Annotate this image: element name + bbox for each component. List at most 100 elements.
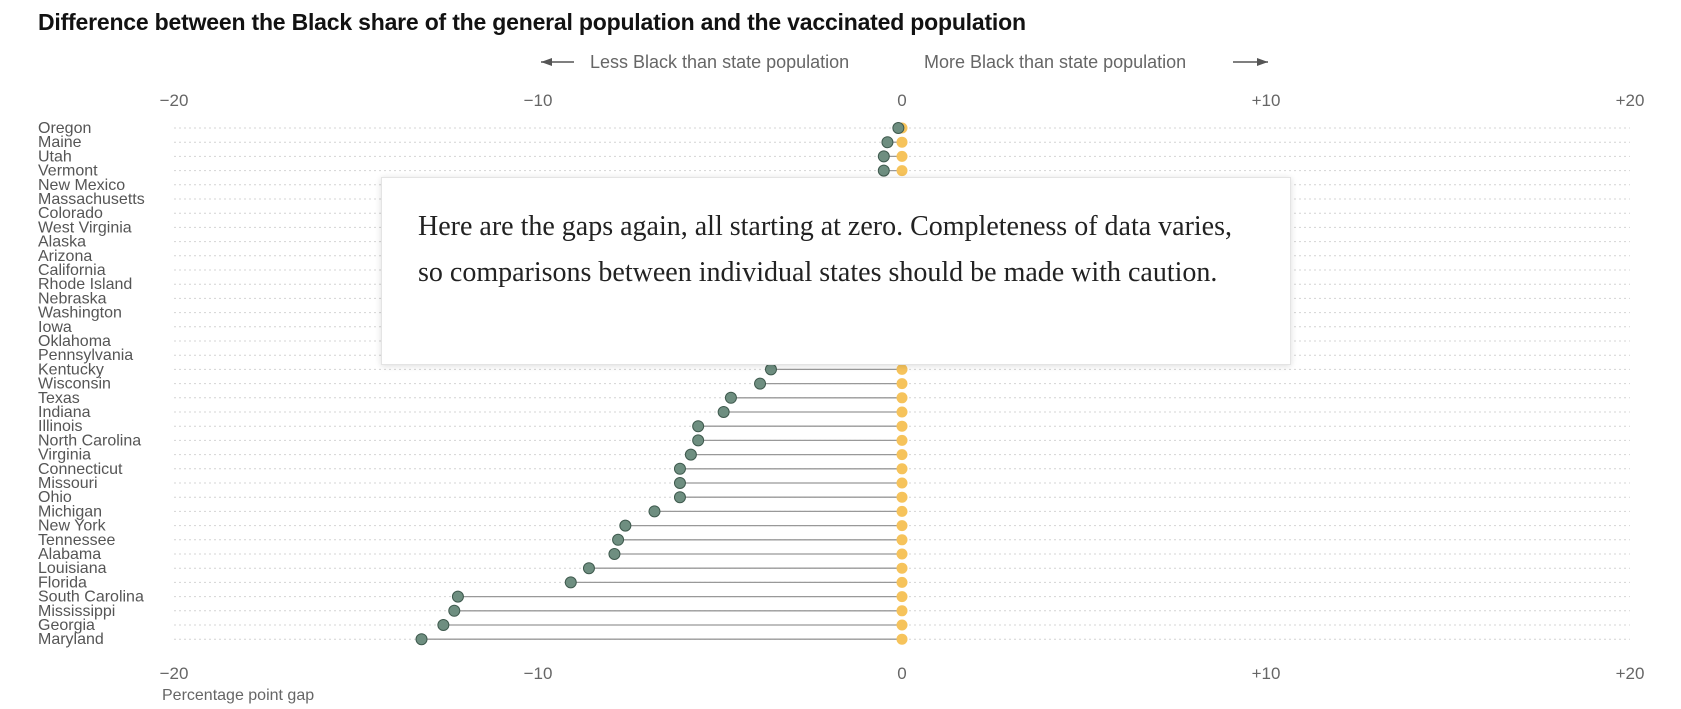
baseline-dot-maryland: [896, 633, 908, 645]
baseline-dot-illinois: [896, 420, 908, 432]
x-axis-title: Percentage point gap: [162, 687, 314, 704]
gap-dot-oregon: [892, 122, 905, 134]
state-label-maine: Maine: [38, 134, 82, 151]
gap-dot-missouri: [673, 477, 686, 489]
state-label-alaska: Alaska: [38, 234, 86, 251]
state-label-alabama: Alabama: [38, 546, 101, 563]
state-label-michigan: Michigan: [38, 503, 102, 520]
annotation-card: Here are the gaps again, all starting at…: [381, 177, 1291, 365]
state-label-indiana: Indiana: [38, 404, 91, 421]
tick-top-0: 0: [897, 91, 906, 110]
state-label-texas: Texas: [38, 390, 80, 407]
state-label-kentucky: Kentucky: [38, 361, 104, 378]
state-label-oregon: Oregon: [38, 120, 91, 137]
tick-top-minus-10: −10: [524, 91, 553, 110]
state-label-mississippi: Mississippi: [38, 603, 115, 620]
state-label-oklahoma: Oklahoma: [38, 333, 111, 350]
state-label-connecticut: Connecticut: [38, 461, 123, 478]
state-label-california: California: [38, 262, 106, 279]
state-label-colorado: Colorado: [38, 205, 103, 222]
state-label-pennsylvania: Pennsylvania: [38, 347, 133, 364]
baseline-dot-virginia: [896, 449, 908, 461]
baseline-dot-new-york: [896, 520, 908, 532]
state-label-illinois: Illinois: [38, 418, 82, 435]
baseline-dot-maine: [896, 136, 908, 148]
state-label-washington: Washington: [38, 305, 122, 322]
state-label-west-virginia: West Virginia: [38, 219, 132, 236]
gap-dot-wisconsin: [754, 377, 767, 390]
gap-dot-new-york: [619, 519, 632, 532]
tick-top-20: +20: [1616, 91, 1645, 110]
gap-dot-tennessee: [612, 533, 625, 546]
state-label-missouri: Missouri: [38, 475, 98, 492]
state-label-louisiana: Louisiana: [38, 560, 107, 577]
baseline-dot-kentucky: [896, 363, 908, 375]
state-label-nebraska: Nebraska: [38, 290, 107, 307]
state-label-maryland: Maryland: [38, 631, 104, 648]
state-label-ohio: Ohio: [38, 489, 72, 506]
baseline-dot-georgia: [896, 619, 908, 631]
baseline-dot-alabama: [896, 548, 908, 560]
baseline-dot-florida: [896, 576, 908, 588]
baseline-dot-connecticut: [896, 463, 908, 475]
gap-dot-florida: [564, 576, 577, 589]
gap-dot-maine: [881, 136, 894, 149]
direction-label-more: More Black than state population: [924, 52, 1186, 72]
state-label-tennessee: Tennessee: [38, 532, 115, 549]
gap-dot-connecticut: [673, 462, 686, 475]
chart-title: Difference between the Black share of th…: [38, 9, 1026, 35]
tick-top-10: +10: [1252, 91, 1281, 110]
state-label-iowa: Iowa: [38, 319, 72, 336]
tick-bottom-10: +10: [1252, 664, 1281, 683]
x-axis-ticks: −20 −20 −10 −10 0 0 +10 +10 +20 +20: [160, 91, 1645, 683]
gap-dot-michigan: [648, 505, 661, 518]
gap-dot-indiana: [717, 406, 730, 418]
tick-bottom-minus-10: −10: [524, 664, 553, 683]
gap-dot-illinois: [692, 420, 705, 433]
gap-dot-virginia: [684, 448, 697, 461]
gap-dot-alabama: [608, 548, 621, 560]
state-label-massachusetts: Massachusetts: [38, 191, 145, 208]
baseline-dot-ohio: [896, 491, 908, 503]
baseline-dot-mississippi: [896, 605, 908, 617]
gap-dot-kentucky: [764, 363, 777, 376]
baseline-dot-south-carolina: [896, 591, 908, 603]
baseline-dot-tennessee: [896, 534, 908, 546]
baseline-dot-louisiana: [896, 562, 908, 574]
direction-labels: Less Black than state population More Bl…: [541, 52, 1268, 72]
right-arrow-icon: [1257, 58, 1268, 66]
gap-dot-texas: [724, 391, 737, 404]
gap-dot-georgia: [437, 619, 450, 631]
baseline-dot-michigan: [896, 505, 908, 517]
state-label-new-york: New York: [38, 518, 107, 535]
gap-dot-louisiana: [582, 562, 595, 575]
state-label-north-carolina: North Carolina: [38, 432, 141, 449]
tick-bottom-0: 0: [897, 664, 906, 683]
state-label-utah: Utah: [38, 148, 72, 165]
state-label-florida: Florida: [38, 574, 87, 591]
gap-dot-maryland: [415, 633, 428, 646]
gap-dot-south-carolina: [451, 590, 464, 603]
gap-dot-ohio: [673, 491, 686, 504]
baseline-dot-missouri: [896, 477, 908, 489]
state-label-wisconsin: Wisconsin: [38, 376, 111, 393]
gap-dot-vermont: [877, 164, 890, 177]
gap-dot-north-carolina: [692, 434, 705, 447]
baseline-dot-utah: [896, 150, 908, 162]
baseline-dot-texas: [896, 392, 908, 404]
baseline-dot-north-carolina: [896, 434, 908, 446]
gap-dot-utah: [877, 150, 890, 163]
direction-label-less: Less Black than state population: [590, 52, 849, 72]
state-label-rhode-island: Rhode Island: [38, 276, 132, 293]
state-label-virginia: Virginia: [38, 447, 91, 464]
state-label-vermont: Vermont: [38, 163, 98, 180]
baseline-dot-vermont: [896, 165, 908, 177]
state-label-new-mexico: New Mexico: [38, 177, 125, 194]
left-arrow-icon: [541, 58, 552, 66]
state-label-arizona: Arizona: [38, 248, 92, 265]
tick-bottom-20: +20: [1616, 664, 1645, 683]
tick-bottom-minus-20: −20: [160, 664, 189, 683]
state-label-south-carolina: South Carolina: [38, 589, 144, 606]
